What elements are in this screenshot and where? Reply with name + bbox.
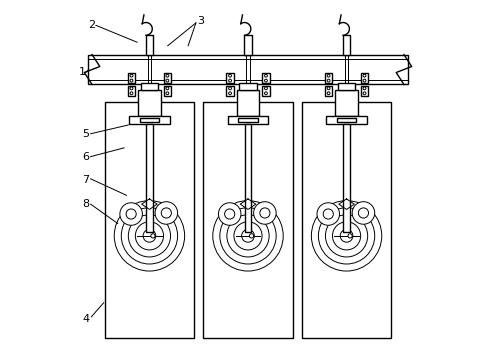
Bar	[338, 83, 355, 90]
Circle shape	[229, 79, 232, 82]
Circle shape	[253, 202, 276, 224]
Circle shape	[363, 92, 366, 95]
Bar	[262, 86, 270, 96]
Circle shape	[227, 215, 269, 257]
Bar	[244, 35, 252, 55]
Circle shape	[166, 74, 169, 77]
Circle shape	[264, 92, 267, 95]
Circle shape	[359, 208, 369, 218]
Circle shape	[327, 92, 330, 95]
Circle shape	[128, 215, 171, 257]
Bar	[228, 116, 268, 124]
Circle shape	[166, 79, 169, 82]
Bar	[164, 73, 171, 83]
Circle shape	[229, 87, 232, 90]
Circle shape	[126, 209, 136, 219]
Bar	[145, 35, 153, 55]
Circle shape	[130, 74, 133, 77]
Circle shape	[213, 201, 283, 271]
Circle shape	[130, 87, 133, 90]
Bar	[240, 83, 256, 90]
Bar	[88, 55, 408, 84]
Text: 5: 5	[82, 129, 89, 139]
Circle shape	[130, 79, 133, 82]
Circle shape	[114, 201, 185, 271]
Bar	[335, 90, 358, 116]
Circle shape	[363, 74, 366, 77]
Circle shape	[340, 230, 353, 242]
Text: 8: 8	[82, 199, 89, 209]
Circle shape	[229, 74, 232, 77]
Bar	[245, 124, 251, 232]
Bar	[337, 118, 356, 122]
Circle shape	[220, 208, 276, 264]
Bar	[325, 86, 332, 96]
Circle shape	[166, 87, 169, 90]
Circle shape	[155, 202, 178, 224]
Circle shape	[122, 208, 178, 264]
Bar	[164, 86, 171, 96]
Bar	[127, 86, 135, 96]
Circle shape	[260, 208, 270, 218]
Bar	[361, 86, 369, 96]
Text: 6: 6	[82, 152, 89, 162]
Bar	[146, 124, 153, 232]
Circle shape	[327, 79, 330, 82]
Bar	[105, 102, 194, 338]
Bar	[140, 118, 159, 122]
Circle shape	[264, 79, 267, 82]
Bar	[203, 102, 293, 338]
Bar	[129, 116, 170, 124]
Circle shape	[120, 203, 142, 225]
Circle shape	[234, 222, 262, 250]
Circle shape	[161, 208, 172, 218]
Circle shape	[242, 230, 254, 242]
Text: 7: 7	[82, 175, 89, 184]
Circle shape	[327, 74, 330, 77]
Circle shape	[130, 92, 133, 95]
Bar	[302, 102, 391, 338]
Circle shape	[325, 215, 368, 257]
Circle shape	[363, 79, 366, 82]
Circle shape	[135, 222, 164, 250]
Bar	[138, 90, 161, 116]
Circle shape	[151, 234, 155, 238]
Bar	[325, 73, 332, 83]
Circle shape	[229, 92, 232, 95]
Text: 3: 3	[197, 16, 204, 26]
Text: 4: 4	[82, 314, 90, 323]
Bar	[343, 124, 350, 232]
Circle shape	[323, 209, 333, 219]
Circle shape	[352, 202, 374, 224]
Text: 1: 1	[78, 67, 85, 77]
Circle shape	[166, 92, 169, 95]
Bar	[238, 118, 258, 122]
Circle shape	[318, 208, 374, 264]
Circle shape	[264, 87, 267, 90]
Bar	[262, 73, 270, 83]
Circle shape	[327, 87, 330, 90]
Circle shape	[311, 201, 382, 271]
Bar	[361, 73, 369, 83]
Circle shape	[218, 203, 241, 225]
Circle shape	[363, 87, 366, 90]
Circle shape	[332, 222, 361, 250]
Bar	[343, 35, 351, 55]
Bar	[141, 83, 158, 90]
Circle shape	[348, 234, 352, 238]
Bar	[226, 86, 234, 96]
Circle shape	[143, 230, 156, 242]
Bar	[237, 90, 259, 116]
Bar	[226, 73, 234, 83]
Bar	[127, 73, 135, 83]
Circle shape	[225, 209, 235, 219]
Circle shape	[317, 203, 340, 225]
Text: 2: 2	[88, 20, 95, 30]
Circle shape	[249, 234, 253, 238]
Circle shape	[264, 74, 267, 77]
Bar	[326, 116, 367, 124]
